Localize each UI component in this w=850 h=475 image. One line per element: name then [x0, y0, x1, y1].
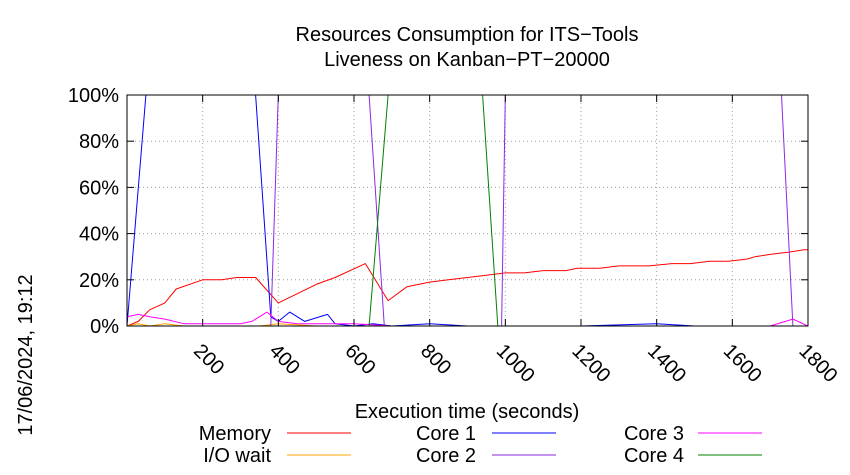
series-lines	[126, 94, 809, 327]
x-tick-label: 1000	[492, 340, 539, 387]
plot-frame	[126, 94, 809, 327]
series-line-memory	[126, 249, 808, 327]
series-line-core-4	[127, 94, 808, 327]
x-tick-label: 1800	[794, 340, 841, 387]
chart-subtitle: Liveness on Kanban−PT−20000	[324, 49, 610, 71]
legend-label: Core 2	[416, 445, 476, 467]
y-tick-label: 60%	[79, 177, 119, 199]
y-tick-label: 80%	[79, 131, 119, 153]
x-tick-label: 200	[189, 340, 228, 379]
legend-label: I/O wait	[203, 445, 271, 467]
legend-label: Core 3	[624, 423, 684, 445]
y-axis-ticks: 0% 20% 40% 60% 80% 100%	[68, 85, 808, 338]
series-line-core-1	[126, 94, 808, 327]
timestamp: 17/06/2024, 19:12	[15, 274, 37, 435]
x-axis-ticks: 200 400 600 800 1000 1200 1400 1600 1800	[189, 95, 841, 387]
y-tick-label: 40%	[79, 224, 119, 246]
x-axis-label: Execution time (seconds)	[355, 401, 580, 423]
legend-label: Core 4	[624, 445, 684, 467]
grid	[127, 95, 808, 326]
chart-title: Resources Consumption for ITS−Tools	[296, 24, 639, 46]
legend-label: Memory	[199, 423, 271, 445]
y-tick-label: 20%	[79, 270, 119, 292]
series-line-core-2	[127, 94, 808, 327]
x-tick-label: 1400	[643, 340, 690, 387]
series-line-core-3	[126, 311, 809, 327]
x-tick-label: 400	[265, 340, 304, 379]
x-tick-label: 600	[340, 340, 379, 379]
legend-label: Core 1	[416, 423, 476, 445]
y-tick-label: 100%	[68, 85, 119, 107]
x-tick-label: 1200	[567, 340, 614, 387]
x-tick-label: 1600	[719, 340, 766, 387]
x-tick-label: 800	[416, 340, 455, 379]
y-tick-label: 0%	[90, 316, 119, 338]
